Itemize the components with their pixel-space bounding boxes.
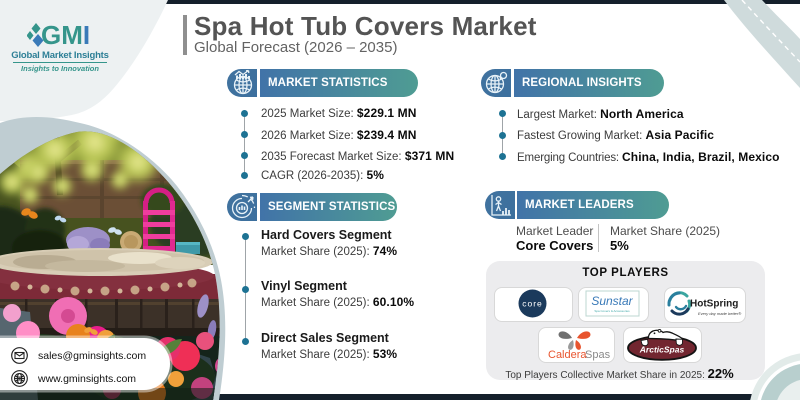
svg-text:Spas: Spas bbox=[585, 349, 611, 361]
svg-text:Caldera: Caldera bbox=[548, 349, 587, 361]
svg-text:ArcticSpas: ArcticSpas bbox=[639, 345, 685, 355]
svg-text:core: core bbox=[522, 299, 543, 309]
svg-text:Every day made better®: Every day made better® bbox=[698, 311, 741, 316]
svg-text:Spa Covers & Accessories: Spa Covers & Accessories bbox=[594, 309, 630, 313]
svg-text:HotSpring: HotSpring bbox=[690, 299, 738, 310]
svg-text:Sunstar: Sunstar bbox=[591, 294, 633, 308]
